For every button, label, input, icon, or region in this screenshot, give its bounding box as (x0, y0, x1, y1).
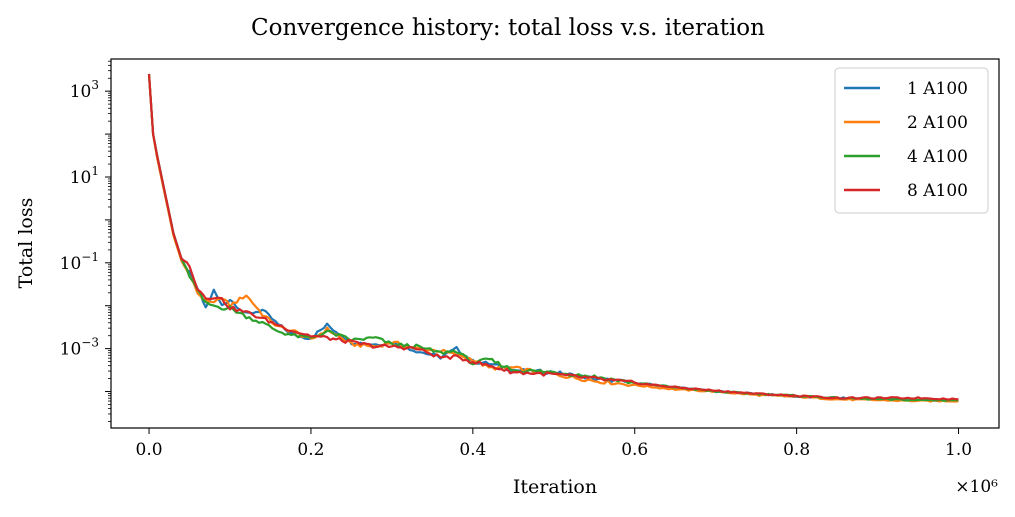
x-tick-label: 0.4 (459, 440, 486, 460)
y-tick-label: 10−3 (60, 336, 99, 360)
plot-frame (110, 58, 1000, 429)
x-tick-label: 1.0 (945, 440, 972, 460)
legend-label-1: 1 A100 (907, 79, 968, 99)
legend-label-3: 4 A100 (907, 147, 968, 167)
x-axis-label: Iteration (513, 476, 597, 498)
legend-box (834, 67, 989, 214)
x-tick-label: 0.6 (621, 440, 648, 460)
y-tick-label: 103 (70, 78, 99, 102)
y-axis: 103 101 10−1 10−3 (60, 60, 111, 422)
series-layer (147, 73, 959, 403)
x-tick-label: 0.2 (297, 440, 324, 460)
legend: 1 A100 2 A100 4 A100 8 A100 (834, 67, 989, 214)
series-line-4 (147, 73, 959, 401)
chart-title: Convergence history: total loss v.s. ite… (251, 15, 765, 41)
x-tick-label: 0.0 (136, 440, 163, 460)
x-axis: 0.0 0.2 0.4 0.6 0.8 1.0 (136, 428, 972, 460)
y-tick-label: 101 (70, 164, 99, 188)
x-tick-label: 0.8 (783, 440, 810, 460)
x-scale-multiplier: ×10⁶ (955, 477, 998, 497)
y-tick-label: 10−1 (60, 250, 99, 274)
legend-label-4: 8 A100 (907, 181, 968, 201)
y-axis-label: Total loss (15, 198, 37, 289)
legend-label-2: 2 A100 (907, 113, 968, 133)
